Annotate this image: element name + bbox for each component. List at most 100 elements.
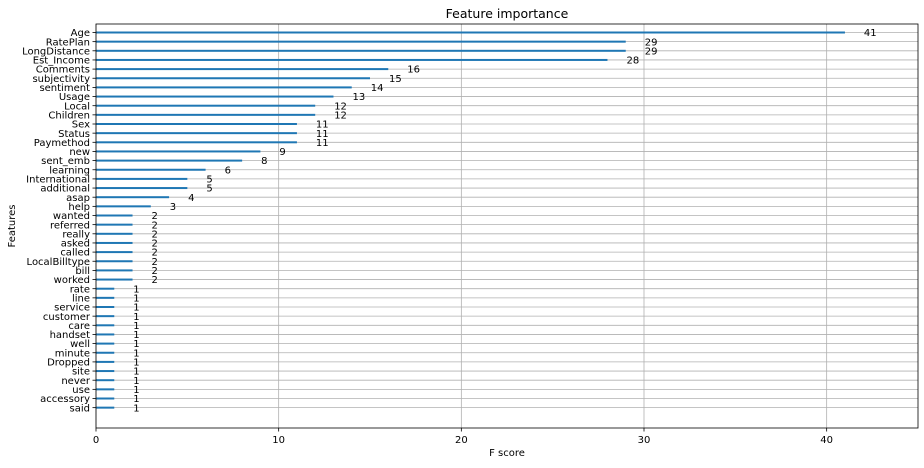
- y-tick-label: service: [54, 303, 90, 314]
- bar: [96, 351, 115, 354]
- y-tick-label: asap: [66, 193, 90, 204]
- y-tick-labels: AgeRatePlanLongDistanceEst_IncomeComment…: [22, 28, 96, 414]
- y-tick-label: asked: [61, 239, 90, 250]
- y-tick-label: referred: [50, 220, 90, 231]
- bar: [96, 187, 188, 190]
- chart-title: Feature importance: [446, 6, 569, 21]
- y-tick-label: site: [72, 367, 90, 378]
- y-tick-label: said: [70, 403, 90, 414]
- data-label: 15: [389, 74, 402, 85]
- bar: [96, 95, 334, 98]
- data-label: 1: [133, 348, 139, 359]
- bar: [96, 150, 261, 153]
- y-tick-label: minute: [55, 348, 90, 359]
- bar: [96, 77, 370, 80]
- x-tick-labels: 0 10 20 30 40: [93, 428, 833, 446]
- y-tick-label: Paymethod: [34, 138, 90, 149]
- data-label: 16: [407, 65, 420, 76]
- y-tick-label: Status: [58, 129, 90, 140]
- bar: [96, 104, 316, 107]
- data-label: 2: [152, 229, 158, 240]
- bar: [96, 241, 133, 244]
- data-label: 6: [225, 165, 231, 176]
- data-label: 1: [133, 293, 139, 304]
- bar: [96, 232, 133, 235]
- bar: [96, 132, 297, 135]
- y-tick-label: handset: [50, 330, 91, 341]
- bar: [96, 68, 389, 71]
- bar: [96, 306, 115, 308]
- y-tick-label: new: [69, 147, 90, 158]
- y-tick-label: called: [60, 248, 90, 259]
- data-label: 8: [261, 156, 267, 167]
- x-tick-label: 30: [638, 435, 651, 446]
- y-tick-label: LocalBilltype: [27, 257, 90, 268]
- bar: [96, 251, 133, 254]
- bar: [96, 214, 133, 217]
- bar: [96, 333, 115, 336]
- data-label: 3: [170, 202, 176, 213]
- bar: [96, 223, 133, 226]
- y-tick-label: Children: [48, 110, 90, 121]
- bar: [96, 40, 626, 43]
- y-axis-label: Features: [7, 205, 18, 248]
- y-tick-label: Local: [64, 101, 90, 112]
- data-label: 13: [352, 92, 365, 103]
- y-tick-label: care: [68, 321, 90, 332]
- bar: [96, 31, 845, 34]
- bar: [96, 287, 115, 290]
- y-tick-label: Est_Income: [33, 56, 90, 67]
- data-label: 28: [626, 56, 639, 67]
- y-tick-label: never: [61, 376, 91, 387]
- y-tick-label: customer: [43, 312, 91, 323]
- data-label: 2: [152, 211, 158, 222]
- bar: [96, 168, 206, 171]
- data-labels: 4129292816151413121211111198655432222222…: [133, 28, 876, 414]
- data-label: 1: [133, 367, 139, 378]
- data-label: 1: [133, 376, 139, 387]
- x-tick-label: 0: [93, 435, 99, 446]
- y-tick-label: Usage: [59, 92, 90, 103]
- bar: [96, 123, 297, 125]
- data-label: 11: [316, 138, 329, 149]
- data-label: 29: [645, 46, 658, 57]
- y-tick-label: LongDistance: [22, 46, 90, 57]
- data-label: 2: [152, 239, 158, 250]
- bar: [96, 177, 188, 180]
- y-tick-label: sent_emb: [41, 156, 90, 167]
- bar: [96, 269, 133, 272]
- y-tick-label: learning: [49, 165, 90, 176]
- data-label: 1: [133, 303, 139, 314]
- data-label: 2: [152, 266, 158, 277]
- y-tick-label: sentiment: [39, 83, 90, 94]
- data-label: 2: [152, 220, 158, 231]
- y-tick-label: wanted: [53, 211, 90, 222]
- data-label: 2: [152, 248, 158, 259]
- x-tick-label: 20: [455, 435, 468, 446]
- data-label: 29: [645, 37, 658, 48]
- data-label: 5: [206, 175, 212, 186]
- y-tick-label: Age: [71, 28, 90, 39]
- y-tick-label: Sex: [72, 120, 90, 131]
- bar: [96, 278, 133, 281]
- bar: [96, 388, 115, 391]
- data-label: 1: [133, 339, 139, 350]
- y-tick-label: rate: [70, 284, 90, 295]
- data-label: 1: [133, 284, 139, 295]
- data-label: 1: [133, 321, 139, 332]
- bar: [96, 296, 115, 299]
- y-tick-label: really: [62, 229, 90, 240]
- data-label: 1: [133, 330, 139, 341]
- bar: [96, 205, 151, 208]
- bar: [96, 379, 115, 382]
- bar: [96, 360, 115, 363]
- y-tick-label: help: [68, 202, 90, 213]
- data-label: 1: [133, 385, 139, 396]
- data-label: 11: [316, 120, 329, 131]
- x-axis-label: F score: [489, 448, 525, 459]
- y-tick-label: Dropped: [47, 358, 90, 369]
- plot-background: [96, 24, 918, 428]
- bar: [96, 113, 316, 116]
- bar: [96, 159, 243, 162]
